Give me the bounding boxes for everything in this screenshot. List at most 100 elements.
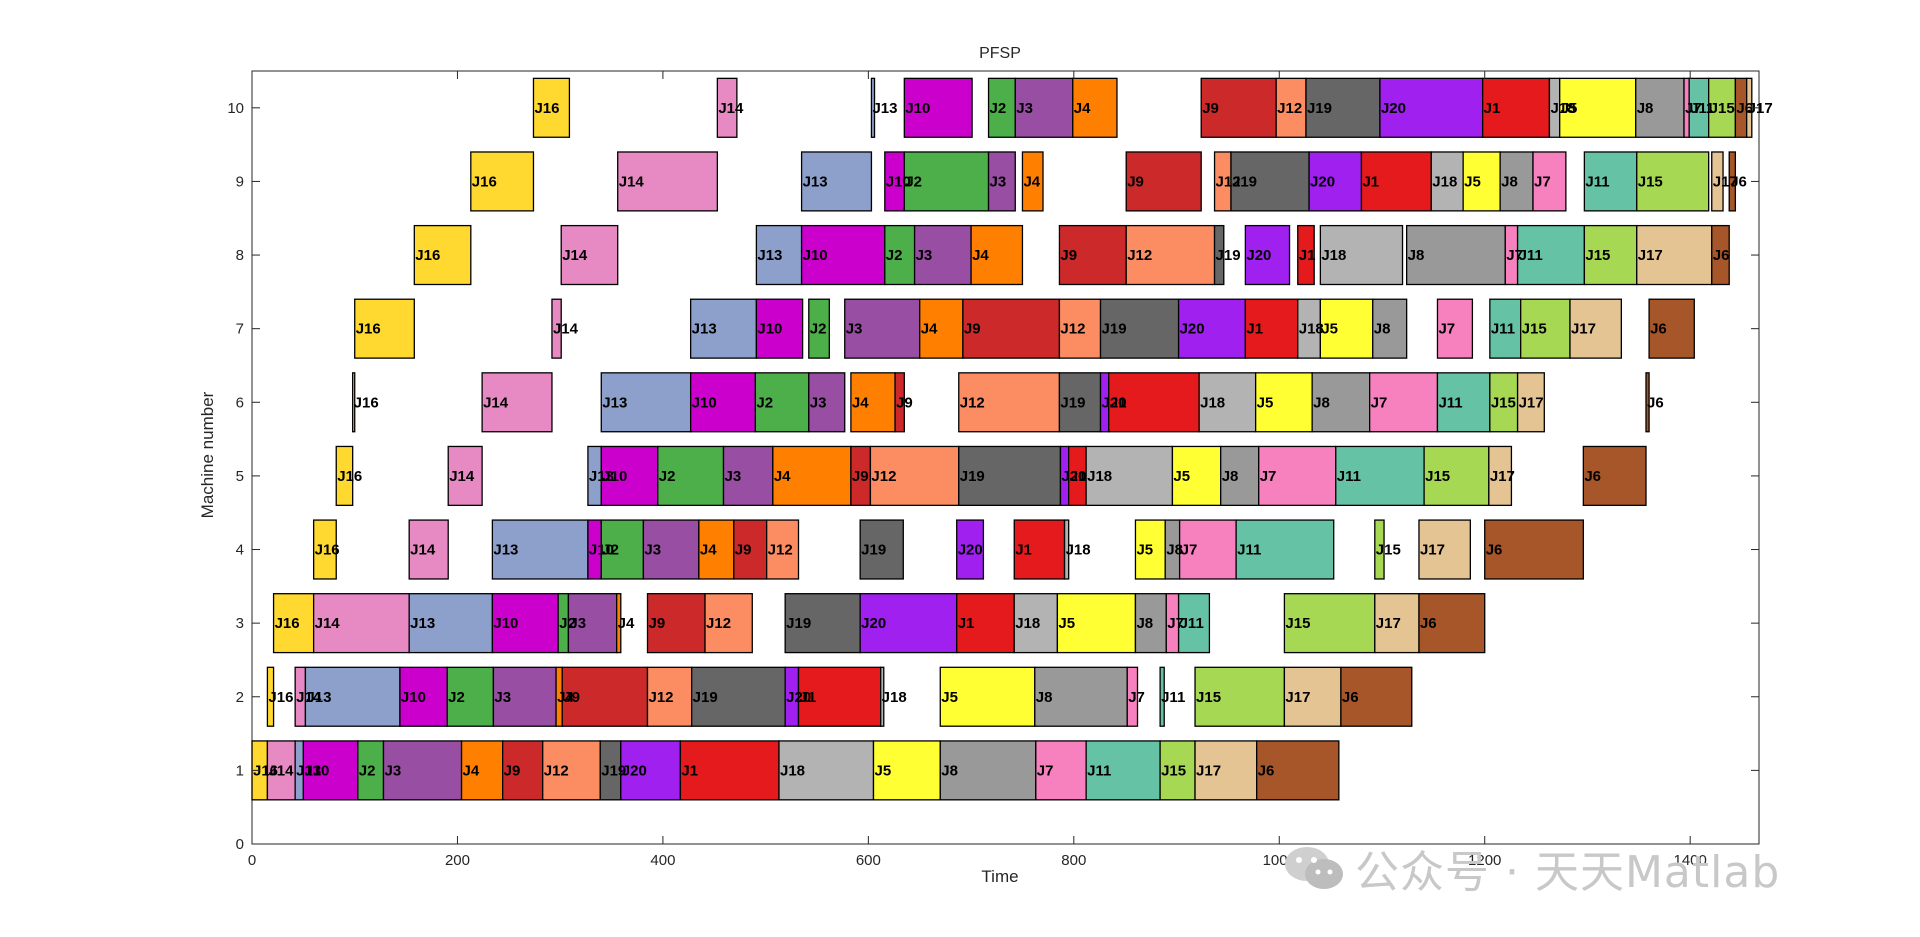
task-bar-j3-m2 [492,666,557,727]
task-label-j6-m2: J6 [1342,689,1359,706]
x-tick-label: 1200 [1468,852,1501,869]
task-label-j14-m5: J14 [449,468,475,485]
task-label-j14-m1: J14 [268,762,294,779]
task-bar-j16-m5 [335,445,354,507]
task-bar-j4-m9 [1021,151,1044,212]
task-bar-j4-m6 [850,372,896,433]
task-label-j16-m7: J16 [356,321,381,338]
task-label-j14-m4: J14 [410,542,436,559]
task-bar-j12-m3 [704,593,753,654]
task-label-j8-m6: J8 [1313,394,1330,411]
task-label-j2-m5: J2 [659,468,676,485]
task-bar-j2-m9 [903,151,990,212]
task-label-j3-m1: J3 [384,762,401,779]
task-label-j1-m3: J1 [958,615,975,632]
task-bar-j15-m10 [1708,77,1737,138]
task-bar-j19-m6 [1058,372,1102,433]
task-label-j6-m6: J6 [1647,394,1664,411]
task-label-j13-m2: J13 [306,689,331,706]
task-bar-j10-m7 [755,298,804,359]
task-label-j2-m2: J2 [448,689,465,706]
task-bar-j9-m4 [733,519,768,580]
task-bar-j8-m8 [1405,224,1506,286]
task-label-j1-m4: J1 [1015,542,1032,559]
task-label-j18-m3: J18 [1015,615,1040,632]
task-label-j8-m3: J8 [1136,615,1153,632]
task-label-j8-m10: J8 [1637,100,1654,117]
task-label-j5-m10: J5 [1561,100,1578,117]
task-label-j16-m5: J16 [337,468,362,485]
task-label-j1-m5: J1 [1070,468,1087,485]
task-label-j11-m6: J11 [1438,394,1462,411]
task-label-j10-m2: J10 [401,689,426,706]
task-label-j4-m10: J4 [1074,100,1091,117]
task-label-j5-m6: J5 [1257,394,1274,411]
task-label-j12-m6: J12 [960,394,985,411]
y-tick-label: 5 [236,468,244,485]
task-label-j15-m4: J15 [1376,542,1401,559]
task-label-j17-m6: J17 [1519,394,1544,411]
task-bar-j7-m4 [1178,519,1237,580]
task-bar-j5-m2 [939,666,1036,727]
task-label-j11-m3: J11 [1180,615,1204,632]
task-label-j5-m7: J5 [1321,321,1338,338]
task-label-j1-m2: J1 [800,689,817,706]
task-label-j7-m8: J7 [1506,247,1523,264]
task-label-j1-m10: J1 [1484,100,1501,117]
task-bar-j7-m7 [1436,298,1474,359]
task-label-j13-m1: J13 [296,762,321,779]
task-bar-j7-m5 [1258,445,1337,507]
task-bar-j16-m4 [312,519,337,580]
task-label-j2-m8: J2 [886,247,903,264]
task-bar-j10-m3 [491,593,559,654]
task-label-j11-m5: J11 [1337,468,1361,485]
task-label-j20-m8: J20 [1246,247,1271,264]
task-bar-j18-m1 [778,740,875,801]
task-label-j2-m1: J2 [359,762,376,779]
task-label-j6-m5: J6 [1584,468,1601,485]
task-label-j13-m9: J13 [803,173,828,190]
task-bar-j4-m4 [698,519,735,580]
task-label-j16-m2: J16 [268,689,293,706]
task-label-j13-m8: J13 [757,247,782,264]
task-label-j6-m3: J6 [1420,615,1437,632]
task-bar-j16-m9 [470,151,535,212]
task-bar-j6-m1 [1256,740,1340,801]
x-tick-label: 0 [248,852,256,869]
task-bar-j17-m9 [1711,151,1724,212]
x-tick-label: 400 [650,852,675,869]
task-label-j14-m6: J14 [483,394,509,411]
task-bar-j3-m10 [1014,77,1074,138]
task-label-j18-m6: J18 [1200,394,1225,411]
task-bar-j1-m7 [1244,298,1299,359]
task-bar-j2-m7 [808,298,830,359]
task-bar-j15-m4 [1374,519,1385,580]
task-label-j15-m1: J15 [1161,762,1186,779]
task-label-j10-m1: J10 [304,762,329,779]
task-bar-j12-m1 [542,740,601,801]
task-label-j5-m4: J5 [1136,542,1153,559]
task-label-j17-m4: J17 [1420,542,1445,559]
task-bar-j3-m5 [722,445,774,507]
task-bar-j7-m1 [1035,740,1087,801]
task-label-j12-m2: J12 [648,689,673,706]
task-label-j9-m1: J9 [504,762,521,779]
task-label-j2-m7: J2 [810,321,827,338]
task-label-j5-m5: J5 [1173,468,1190,485]
task-bar-j1-m3 [956,593,1015,654]
task-label-j1-m6: J1 [1110,394,1127,411]
task-bar-j15-m8 [1583,224,1638,286]
task-bar-j14-m8 [560,224,619,286]
task-label-j4-m9: J4 [1023,173,1040,190]
task-label-j19-m3: J19 [786,615,811,632]
task-label-j10-m10: J10 [905,100,930,117]
task-label-j15-m5: J15 [1425,468,1450,485]
task-label-j16-m3: J16 [275,615,300,632]
task-label-j17-m9: J17 [1713,173,1738,190]
task-label-j6-m7: J6 [1650,321,1667,338]
task-label-j19-m7: J19 [1102,321,1127,338]
task-bar-j16-m8 [413,224,472,286]
task-bar-j15-m9 [1636,151,1710,212]
task-bar-j6-m3 [1418,593,1486,654]
